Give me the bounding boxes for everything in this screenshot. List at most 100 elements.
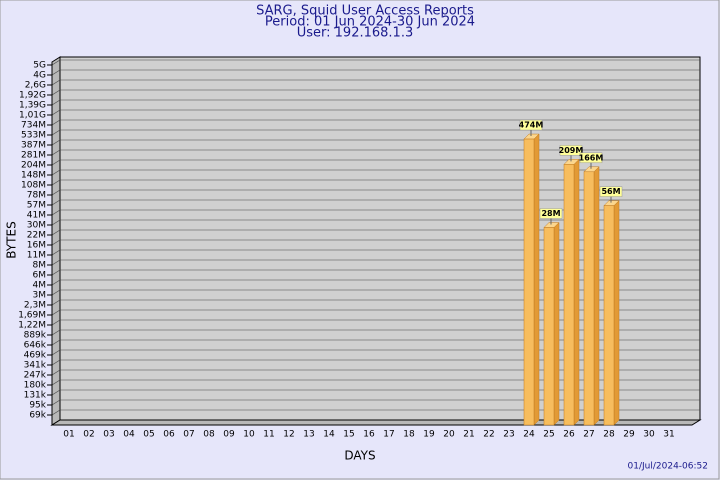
y-tick-label: 247k [24, 371, 47, 381]
x-tick-label: 17 [383, 430, 394, 440]
plot-floor [50, 419, 702, 426]
chart-subtitle: Period: 01 Jun 2024-30 Jun 2024 [265, 15, 475, 30]
y-tick-label: 3M [33, 291, 47, 301]
x-tick-label: 01 [63, 430, 74, 440]
x-tick-label: 02 [83, 430, 94, 440]
bar [583, 171, 595, 426]
x-tick-label: 10 [243, 430, 255, 440]
grid-line-side [51, 319, 61, 326]
y-tick-label: 30M [27, 221, 46, 231]
x-tick-label: 04 [123, 430, 135, 440]
y-tick-label: 469k [24, 351, 47, 361]
x-tick-label: 18 [403, 430, 415, 440]
bar-side [573, 158, 580, 426]
grid-line-side [51, 109, 61, 116]
value-label: 166M [579, 153, 604, 162]
x-tick-label: 31 [663, 430, 674, 440]
grid-line-side [51, 229, 61, 236]
value-label: 209M [559, 146, 584, 155]
x-tick-label: 26 [563, 430, 575, 440]
grid-line-side [51, 359, 61, 366]
grid-line-side [51, 139, 61, 146]
y-tick-label: 22M [27, 231, 46, 241]
timestamp: 01/Jul/2024-06:52 [628, 462, 708, 472]
grid-line-side [51, 339, 61, 346]
x-tick-label: 23 [503, 430, 514, 440]
x-tick-label: 27 [583, 430, 594, 440]
grid-line-side [51, 409, 61, 416]
grid-line-side [51, 289, 61, 296]
grid-line-side [51, 89, 61, 96]
y-tick-label: 2,3M [24, 301, 46, 311]
x-tick-label: 07 [183, 430, 194, 440]
y-tick-label: 1,22M [18, 321, 46, 331]
y-tick-label: 1,01G [19, 111, 46, 121]
x-tick-label: 09 [223, 430, 235, 440]
y-tick-label: 131k [24, 391, 47, 401]
x-tick-label: 11 [263, 430, 274, 440]
x-tick-label: 16 [363, 430, 375, 440]
y-tick-label: 180k [24, 381, 47, 391]
grid-line-side [51, 99, 61, 106]
bar-side [613, 200, 620, 426]
x-tick-label: 30 [643, 430, 655, 440]
bar-side [553, 221, 560, 426]
grid-line-side [51, 59, 61, 66]
x-tick-label: 05 [143, 430, 154, 440]
value-label: 474M [519, 121, 544, 130]
grid-line-side [51, 149, 61, 156]
x-tick-label: 24 [523, 430, 535, 440]
x-tick-label: 13 [303, 430, 314, 440]
grid-line-side [51, 129, 61, 136]
grid-line-side [51, 259, 61, 266]
grid-line-side [51, 179, 61, 186]
x-tick-label: 25 [543, 430, 554, 440]
x-tick-label: 14 [323, 430, 335, 440]
x-tick-label: 21 [463, 430, 474, 440]
y-tick-label: 148M [21, 171, 46, 181]
grid-line-side [51, 309, 61, 316]
user-line: User: 192.168.1.3 [297, 26, 413, 41]
x-tick-label: 08 [203, 430, 215, 440]
grid-line-side [51, 269, 61, 276]
y-tick-label: 6M [33, 271, 47, 281]
y-tick-label: 1,69M [18, 311, 46, 321]
x-tick-label: 19 [423, 430, 435, 440]
y-tick-label: 2,6G [25, 81, 46, 91]
x-axis-label: DAYS [344, 449, 375, 463]
grid-line-side [51, 189, 61, 196]
grid-line-side [51, 299, 61, 306]
grid-line-side [51, 389, 61, 396]
y-tick-label: 78M [27, 191, 46, 201]
y-tick-label: 11M [27, 251, 46, 261]
x-tick-label: 12 [283, 430, 294, 440]
y-tick-label: 41M [27, 211, 46, 221]
grid-line-side [51, 219, 61, 226]
bar-side [593, 166, 600, 426]
chart-title: SARG, Squid User Access Reports [256, 4, 474, 19]
bar [603, 205, 615, 426]
y-tick-label: 16M [27, 241, 46, 251]
bar-side [533, 133, 540, 426]
y-tick-label: 5G [33, 61, 46, 71]
grid-line-side [51, 379, 61, 386]
grid-line-side [51, 239, 61, 246]
y-tick-label: 69k [29, 411, 46, 421]
grid-line-side [51, 69, 61, 76]
y-tick-label: 387M [21, 141, 46, 151]
x-tick-label: 29 [623, 430, 635, 440]
grid-line-side [51, 349, 61, 356]
grid-line-side [51, 159, 61, 166]
x-tick-label: 28 [603, 430, 615, 440]
x-tick-label: 20 [443, 430, 455, 440]
grid-line-side [51, 369, 61, 376]
y-tick-label: 108M [21, 181, 46, 191]
y-tick-label: 533M [21, 131, 46, 141]
y-tick-label: 734M [21, 121, 46, 131]
grid-line-side [51, 119, 61, 126]
y-axis-label: BYTES [5, 221, 19, 258]
x-tick-label: 15 [343, 430, 354, 440]
grid-line-side [51, 249, 61, 256]
y-tick-label: 95k [29, 401, 46, 411]
